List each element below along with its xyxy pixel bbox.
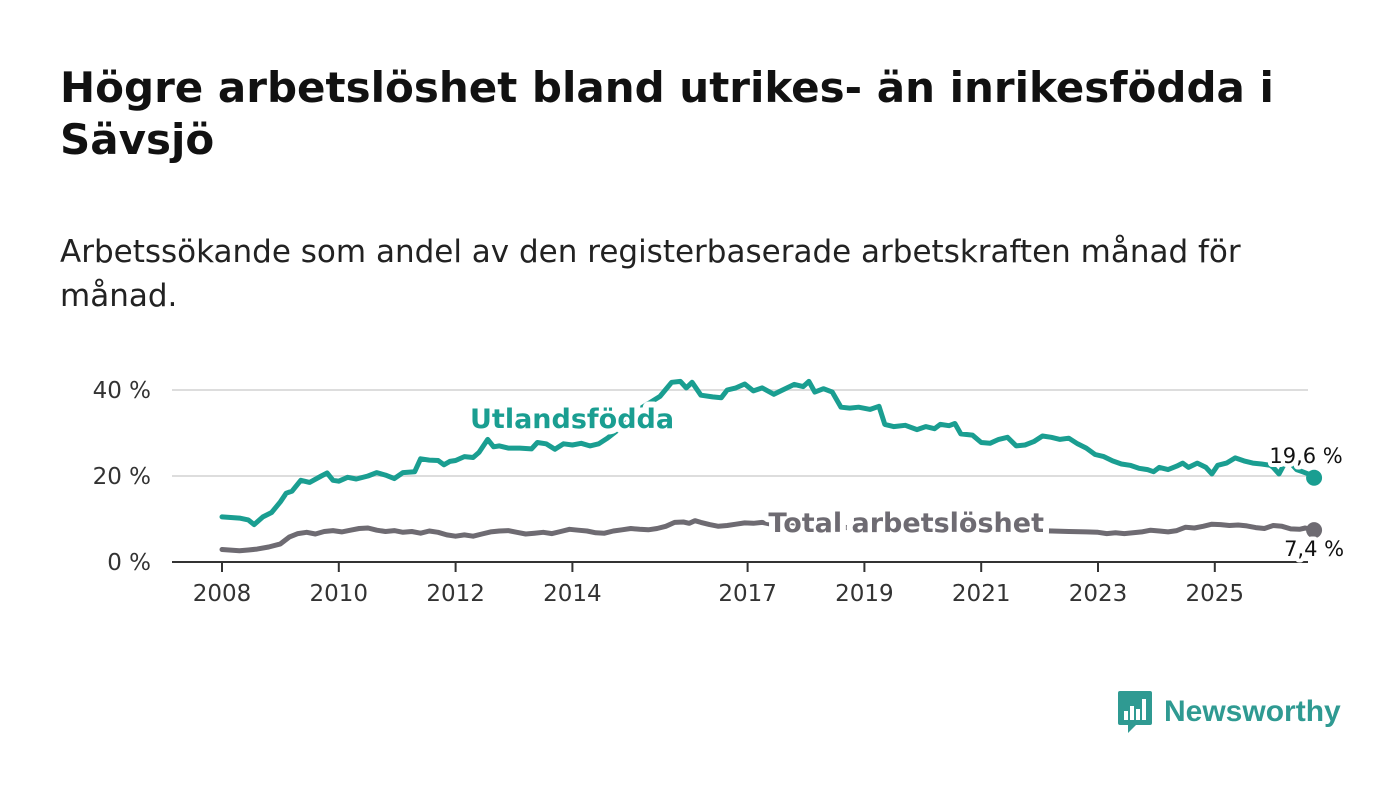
end-value-halo: 7,4 %	[1284, 537, 1344, 561]
x-tick-label: 2010	[310, 581, 369, 607]
y-axis-ticks: 0 % 20 % 40 %	[93, 378, 151, 576]
x-axis-ticks: 2008 2010 2012 2014 2017 2019 2021 2023 2025	[193, 562, 1244, 607]
series-label-halo: Utlandsfödda	[470, 404, 674, 435]
chart-subtitle: Arbetssökande som andel av den registerb…	[60, 234, 1241, 314]
y-tick-label: 0 %	[107, 550, 151, 576]
newsworthy-logo: Newsworthy	[1118, 690, 1341, 734]
end-markers: 19,6 %19,6 %7,4 %7,4 %	[1265, 440, 1348, 565]
end-value-label-utlandsfodda: 19,6 %	[1269, 444, 1342, 468]
series-lines	[219, 378, 1317, 554]
x-tick-label: 2012	[426, 581, 485, 607]
y-tick-label: 20 %	[93, 464, 151, 490]
chart-title: Högre arbetslöshet bland utrikes- än inr…	[60, 63, 1274, 164]
series-label-halo: Total arbetslöshet	[768, 508, 1044, 539]
series-line-total	[219, 518, 1317, 554]
series-line-utlandsfodda	[219, 378, 1317, 528]
end-value-label-total: 7,4 %	[1284, 537, 1344, 561]
x-tick-label: 2023	[1069, 581, 1128, 607]
y-tick-label: 40 %	[93, 378, 151, 404]
x-tick-label: 2017	[718, 581, 777, 607]
series-label-total: Total arbetslöshet	[768, 508, 1044, 539]
series-label-utlandsfodda: Utlandsfödda	[470, 404, 674, 435]
x-tick-label: 2025	[1186, 581, 1245, 607]
brand-name: Newsworthy	[1164, 695, 1341, 728]
end-marker-utlandsfodda	[1306, 469, 1323, 486]
bar-chart-speech-bubble-icon	[1118, 691, 1152, 733]
x-tick-label: 2008	[193, 581, 252, 607]
x-tick-label: 2019	[835, 581, 894, 607]
x-tick-label: 2021	[952, 581, 1011, 607]
x-tick-label: 2014	[543, 581, 602, 607]
end-value-halo: 19,6 %	[1269, 444, 1342, 468]
gridlines	[172, 389, 1308, 563]
end-marker-total	[1306, 522, 1323, 539]
